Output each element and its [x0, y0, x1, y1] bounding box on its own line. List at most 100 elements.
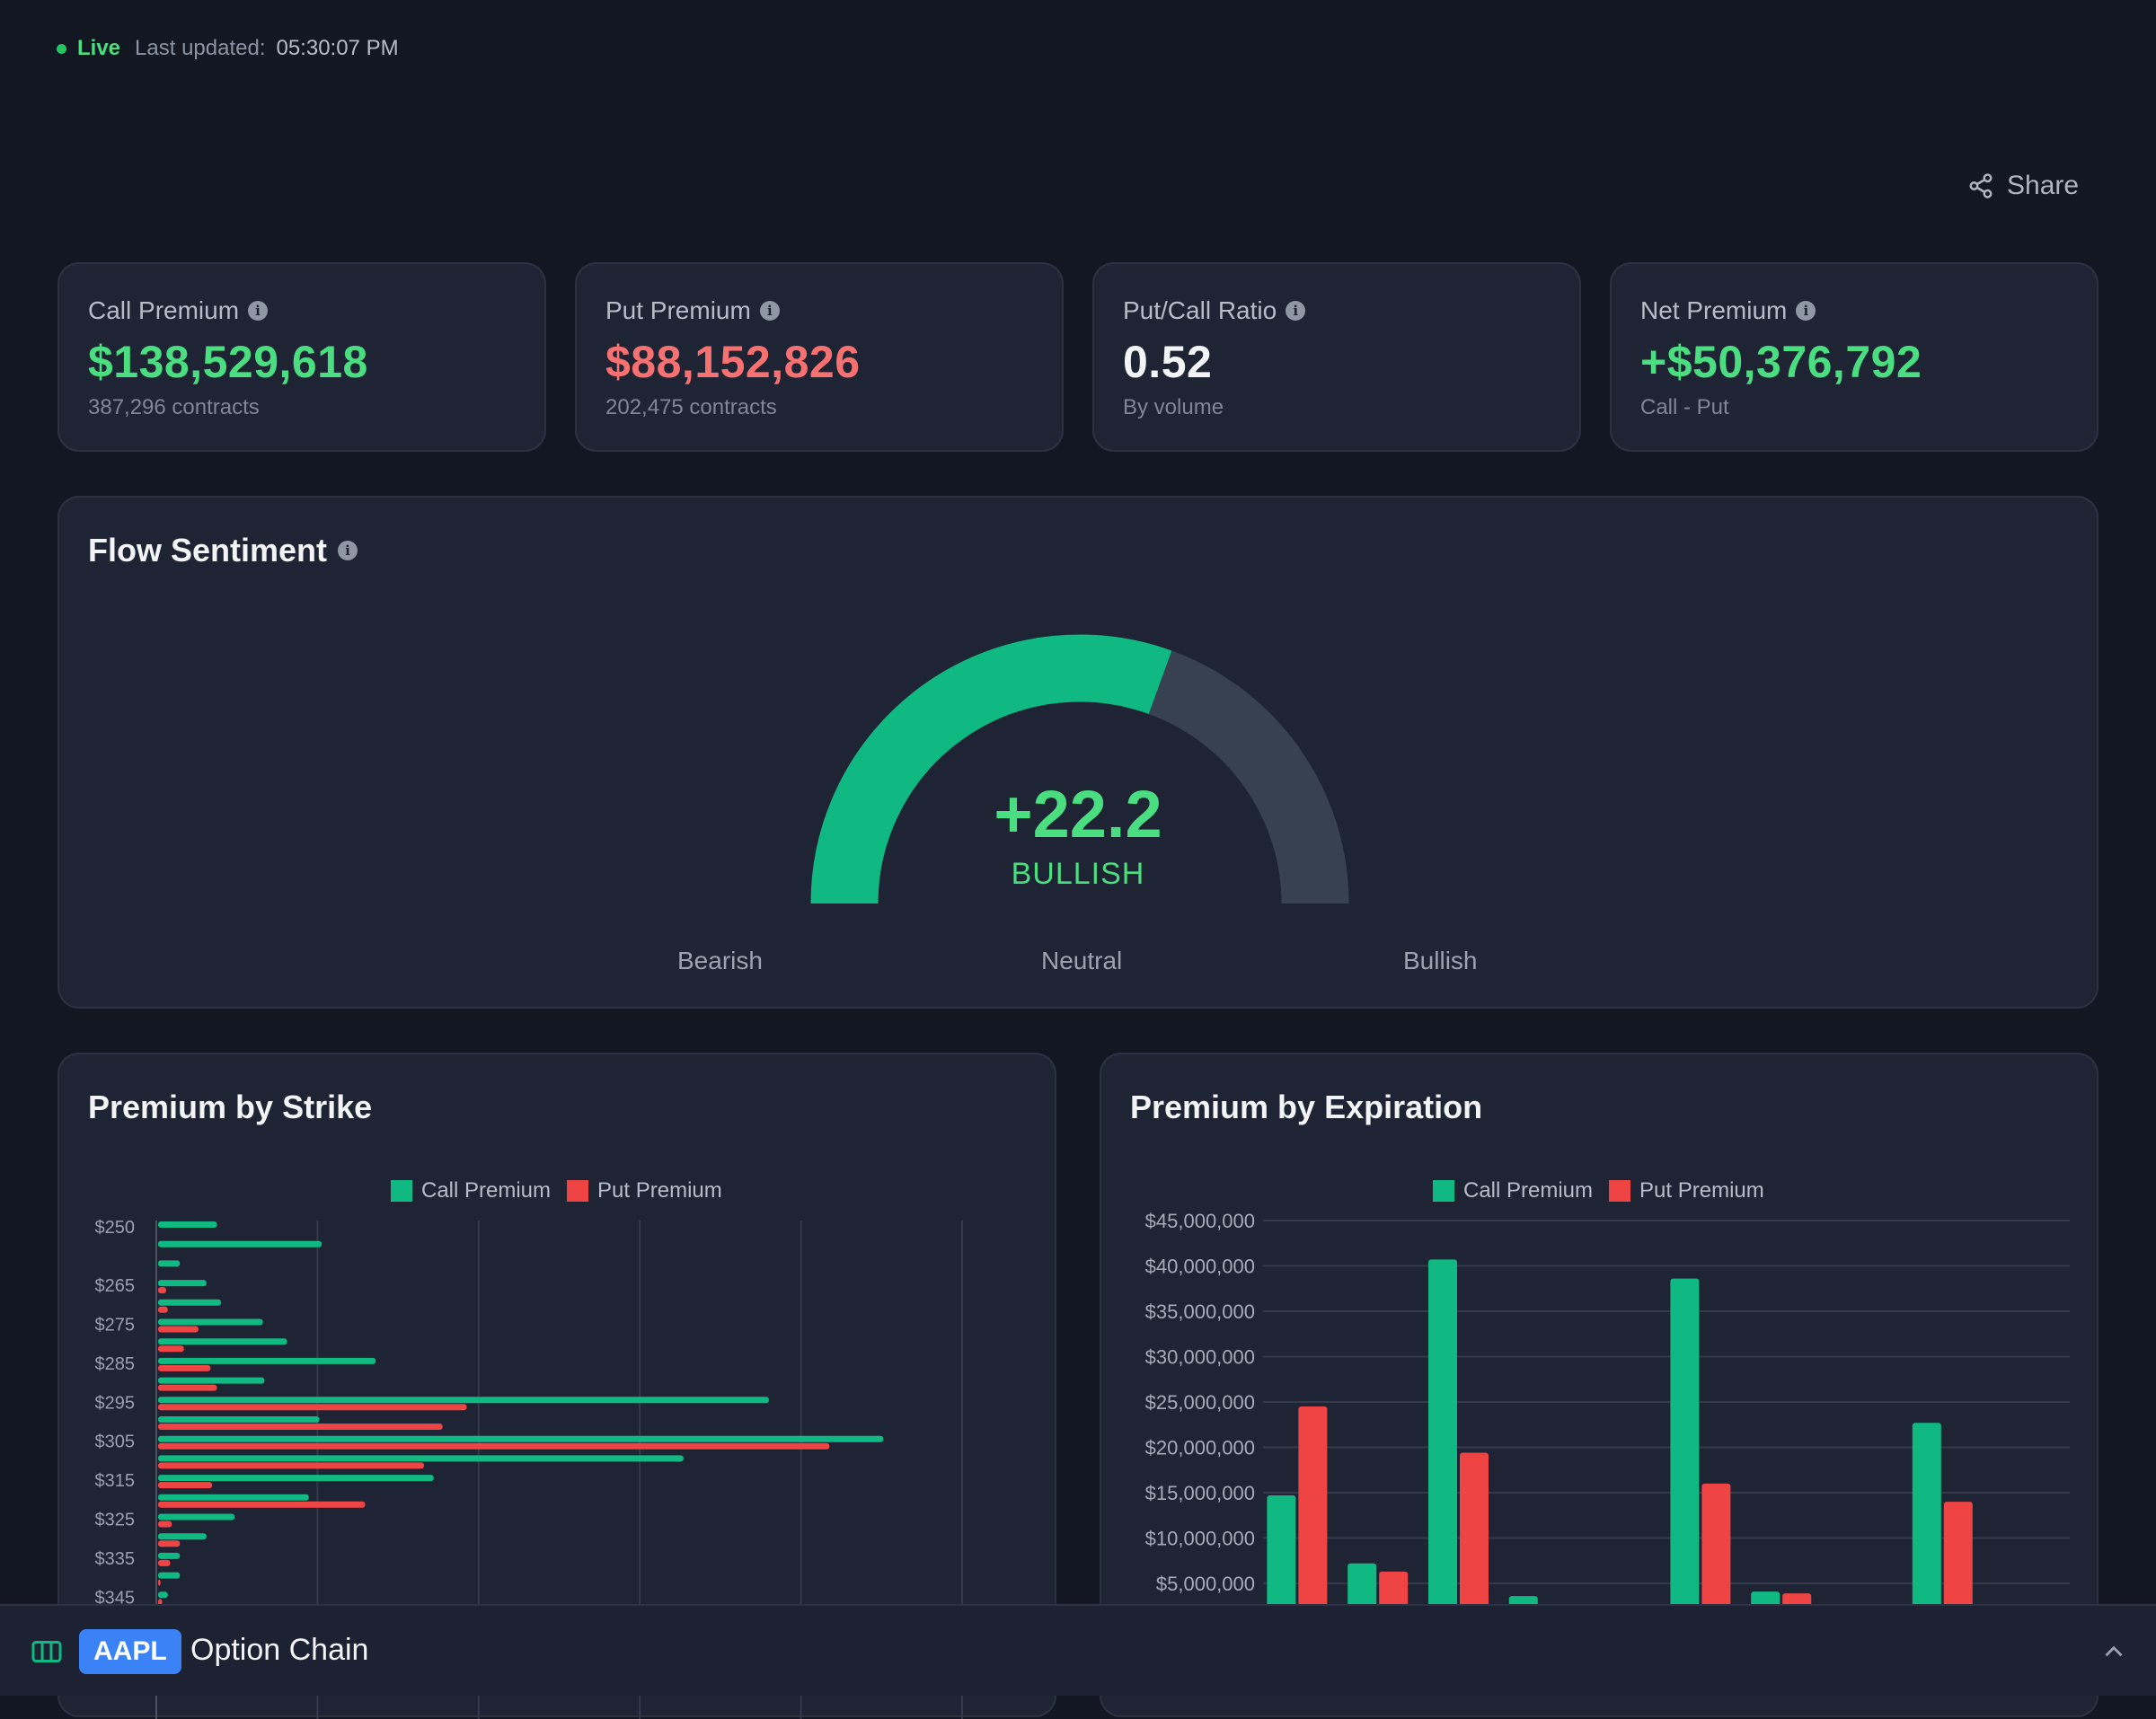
- legend-label-call: Call Premium: [421, 1178, 552, 1203]
- put-premium-bar[interactable]: [158, 1424, 443, 1430]
- y-tick-label: $5,000,000: [1156, 1573, 1255, 1595]
- legend-swatch-put: [567, 1180, 589, 1202]
- info-icon[interactable]: i: [1796, 301, 1816, 321]
- y-tick-label: $25,000,000: [1145, 1391, 1255, 1414]
- legend-swatch-call: [1433, 1180, 1454, 1202]
- call-premium-bar[interactable]: [1428, 1259, 1457, 1656]
- stat-title: Call Premium i: [88, 296, 269, 325]
- stat-title: Put Premium i: [605, 296, 780, 325]
- call-premium-bar[interactable]: [158, 1513, 235, 1521]
- stat-card-put-premium: Put Premium i $88,152,826 202,475 contra…: [575, 262, 1064, 452]
- legend-item-put[interactable]: Put Premium: [567, 1178, 722, 1203]
- put-premium-bar[interactable]: [158, 1326, 199, 1333]
- legend-item-call[interactable]: Call Premium: [1433, 1178, 1593, 1203]
- ticker-badge[interactable]: AAPL: [79, 1629, 181, 1674]
- last-updated-time: 05:30:07 PM: [276, 36, 399, 60]
- stat-title-text: Put Premium: [605, 296, 751, 324]
- call-premium-bar[interactable]: [1670, 1278, 1700, 1656]
- put-premium-bar[interactable]: [158, 1579, 161, 1586]
- stat-value: $138,529,618: [88, 337, 368, 387]
- call-premium-bar[interactable]: [158, 1455, 684, 1462]
- y-tick-label: $15,000,000: [1145, 1482, 1255, 1504]
- stat-value: $88,152,826: [605, 337, 861, 387]
- strike-tick-label: $275: [95, 1316, 136, 1336]
- live-label: Live: [77, 36, 121, 60]
- put-premium-bar[interactable]: [158, 1501, 366, 1508]
- live-status: Live Last updated: 05:30:07 PM: [57, 36, 399, 61]
- put-premium-bar[interactable]: [158, 1345, 184, 1353]
- call-premium-bar[interactable]: [158, 1221, 217, 1228]
- put-premium-bar[interactable]: [158, 1521, 172, 1528]
- call-premium-bar[interactable]: [158, 1572, 181, 1579]
- put-premium-bar[interactable]: [158, 1540, 181, 1547]
- call-premium-bar[interactable]: [158, 1435, 884, 1442]
- share-button[interactable]: Share: [1967, 171, 2079, 201]
- call-premium-bar[interactable]: [158, 1552, 181, 1559]
- put-premium-bar[interactable]: [158, 1287, 166, 1294]
- stat-title-text: Net Premium: [1640, 296, 1788, 324]
- put-premium-bar[interactable]: [158, 1559, 171, 1566]
- call-premium-bar[interactable]: [158, 1397, 769, 1404]
- option-chain-title: Option Chain: [190, 1633, 369, 1667]
- call-premium-bar[interactable]: [158, 1357, 376, 1364]
- info-icon[interactable]: i: [1286, 301, 1306, 321]
- stat-subtext: Call - Put: [1640, 395, 1729, 419]
- call-premium-bar[interactable]: [158, 1591, 168, 1599]
- y-tick-label: $35,000,000: [1145, 1300, 1255, 1323]
- section-title-text: Flow Sentiment: [88, 532, 328, 569]
- y-tick-label: $40,000,000: [1145, 1256, 1255, 1278]
- put-premium-bar[interactable]: [158, 1442, 830, 1450]
- columns-icon[interactable]: [31, 1635, 63, 1668]
- info-icon[interactable]: i: [338, 541, 358, 560]
- call-premium-bar[interactable]: [1912, 1423, 1941, 1656]
- call-premium-bar[interactable]: [158, 1416, 320, 1423]
- put-premium-bar[interactable]: [158, 1364, 211, 1371]
- call-premium-bar[interactable]: [158, 1377, 265, 1384]
- put-premium-bar[interactable]: [158, 1306, 168, 1313]
- option-chain-bar[interactable]: AAPL Option Chain: [0, 1604, 2156, 1696]
- stat-subtext: 202,475 contracts: [605, 395, 777, 419]
- legend-label-put: Put Premium: [1639, 1178, 1764, 1203]
- call-premium-bar[interactable]: [158, 1475, 434, 1482]
- premium-by-expiration-title: Premium by Expiration: [1130, 1089, 1483, 1125]
- strike-tick-label: $325: [95, 1511, 136, 1530]
- y-tick-label: $20,000,000: [1145, 1437, 1255, 1459]
- put-premium-bar[interactable]: [158, 1599, 163, 1606]
- call-premium-bar[interactable]: [158, 1280, 207, 1287]
- chevron-up-icon[interactable]: [2099, 1636, 2129, 1667]
- stat-subtext: 387,296 contracts: [88, 395, 260, 419]
- y-tick-label: $10,000,000: [1145, 1528, 1255, 1550]
- legend-item-call[interactable]: Call Premium: [391, 1178, 551, 1203]
- strike-tick-label: $265: [95, 1276, 136, 1296]
- info-icon[interactable]: i: [759, 301, 780, 321]
- y-tick-label: $30,000,000: [1145, 1346, 1255, 1369]
- put-premium-bar[interactable]: [158, 1384, 217, 1391]
- put-premium-bar[interactable]: [158, 1462, 425, 1469]
- y-tick-label: $45,000,000: [1145, 1210, 1255, 1232]
- call-premium-bar[interactable]: [158, 1494, 309, 1501]
- scale-label-bullish: Bullish: [1403, 947, 1478, 974]
- strike-tick-label: $345: [95, 1588, 136, 1608]
- put-premium-bar[interactable]: [158, 1482, 213, 1489]
- info-icon[interactable]: i: [248, 301, 269, 321]
- call-premium-bar[interactable]: [158, 1318, 263, 1326]
- flow-sentiment-card: Flow Sentiment i +22.2 BULLISH Bearish N…: [57, 496, 2099, 1009]
- stat-subtext: By volume: [1123, 395, 1224, 419]
- stat-card-put-call-ratio: Put/Call Ratio i 0.52 By volume: [1092, 262, 1581, 452]
- stat-title-text: Call Premium: [88, 296, 240, 324]
- call-premium-bar[interactable]: [158, 1299, 221, 1306]
- legend-item-put[interactable]: Put Premium: [1609, 1178, 1764, 1203]
- strike-chart-legend: Call Premium Put Premium: [391, 1178, 722, 1203]
- share-label: Share: [2007, 171, 2080, 200]
- legend-label-call: Call Premium: [1463, 1178, 1594, 1203]
- call-premium-bar[interactable]: [158, 1240, 323, 1247]
- scale-label-bearish: Bearish: [677, 947, 763, 974]
- stat-value: 0.52: [1123, 337, 1213, 387]
- call-premium-bar[interactable]: [158, 1338, 287, 1345]
- put-premium-bar[interactable]: [1298, 1406, 1328, 1656]
- put-premium-bar[interactable]: [158, 1404, 467, 1411]
- stat-card-net-premium: Net Premium i +$50,376,792 Call - Put: [1610, 262, 2099, 452]
- share-icon: [1969, 173, 1993, 198]
- call-premium-bar[interactable]: [158, 1260, 181, 1267]
- call-premium-bar[interactable]: [158, 1533, 207, 1540]
